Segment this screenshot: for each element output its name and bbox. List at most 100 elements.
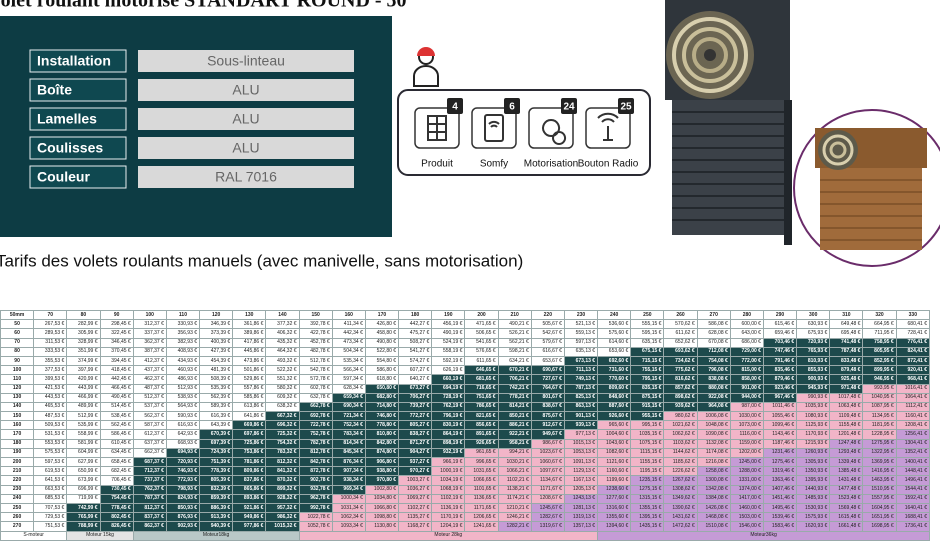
price-cell: 1210,21 €	[497, 502, 532, 514]
feature-label: Bouton Radio	[578, 159, 639, 170]
price-cell: 1451,46 €	[762, 493, 798, 504]
price-cell: 864,19 €	[431, 429, 466, 440]
price-cell: 452,78 €	[298, 337, 333, 348]
price-cell: 682,80 €	[364, 392, 400, 403]
price-cell: 1557,95 €	[862, 493, 897, 504]
price-cell: 597,34 €	[331, 374, 366, 385]
price-cell: 537,37 €	[132, 401, 167, 413]
price-cell: 783,32 €	[265, 447, 300, 459]
feature-count: 4	[452, 102, 458, 113]
price-cell: 1245,67 €	[530, 502, 565, 514]
price-cell: 902,78 €	[298, 475, 333, 486]
price-cell: 542,67 €	[530, 328, 565, 339]
row-header: 140	[0, 401, 35, 413]
price-cell: 1319,13 €	[563, 512, 599, 523]
price-cell: 727,67 €	[530, 374, 565, 385]
spec-table: Installation Sous-linteau Boîte ALU Lamelles…	[29, 49, 354, 189]
price-cell: 466,45 €	[99, 383, 134, 394]
price-cell: 812,37 €	[132, 502, 167, 514]
price-cell: 876,34 €	[331, 456, 366, 468]
price-cell: 575,53 €	[33, 447, 68, 459]
price-cell: 992,78 €	[298, 502, 333, 514]
price-cell: 703,46 €	[762, 337, 798, 348]
price-cell: 1468,08 €	[696, 512, 731, 523]
column-header: 90	[99, 309, 134, 321]
price-cell: 538,93 €	[165, 392, 201, 403]
price-cell: 427,39 €	[199, 346, 234, 357]
row-header: 260	[0, 512, 35, 523]
price-cell: 901,00 €	[729, 383, 764, 394]
price-cell: 1355,60 €	[597, 512, 632, 523]
price-cell: 282,99 €	[66, 319, 101, 330]
price-cell: 346,45 €	[99, 337, 134, 348]
price-cell: 473,34 €	[331, 337, 366, 348]
price-cell: 762,37 €	[132, 484, 167, 495]
price-cell: 1300,08 €	[696, 475, 731, 486]
price-row: 60 289,53 €305,99 €322,45 €337,37 €356,93…	[0, 328, 931, 339]
price-cell: 825,13 €	[563, 392, 599, 403]
price-cell: 460,93 €	[165, 365, 201, 376]
price-cell: 752,34 €	[331, 420, 366, 431]
price-cell: 1281,13 €	[563, 502, 599, 514]
price-cell: 426,80 €	[364, 319, 400, 330]
price-cell: 1539,46 €	[762, 512, 798, 523]
price-cell: 1171,65 €	[464, 502, 499, 514]
price-cell: 805,27 €	[398, 420, 433, 431]
price-cell: 389,86 €	[232, 328, 267, 339]
price-cell: 1523,48 €	[829, 493, 864, 504]
price-cell: 1060,67 €	[530, 456, 565, 468]
spec-label: Boîte	[37, 82, 72, 98]
price-cell: 458,80 €	[364, 328, 400, 339]
price-cell: 1243,13 €	[563, 493, 599, 504]
price-cell: 926,65 €	[464, 438, 499, 449]
price-cell: 753,86 €	[232, 447, 267, 459]
motor-legend: Moteur 15kg	[66, 530, 134, 541]
price-cell: 1160,41 €	[895, 411, 931, 422]
price-cell: 490,19 €	[431, 328, 466, 339]
price-cell: 1246,21 €	[497, 512, 532, 523]
price-cell: 635,15 €	[630, 337, 665, 348]
price-cell: 957,32 €	[265, 502, 300, 514]
price-cell: 765,99 €	[66, 512, 101, 523]
price-cell: 475,27 €	[398, 328, 433, 339]
price-cell: 747,46 €	[762, 346, 798, 357]
price-cell: 1160,60 €	[597, 466, 632, 477]
row-header: 160	[0, 420, 35, 431]
price-cell: 824,41 €	[895, 346, 931, 357]
price-cell: 422,78 €	[298, 328, 333, 339]
price-cell: 812,78 €	[298, 447, 333, 459]
price-cell: 729,00 €	[729, 346, 764, 357]
price-cell: 508,39 €	[199, 374, 234, 385]
price-cell: 529,86 €	[232, 374, 267, 385]
price-cell: 835,15 €	[630, 383, 665, 394]
price-cell: 616,39 €	[199, 411, 234, 422]
price-cell: 382,93 €	[165, 337, 201, 348]
price-cell: 1463,95 €	[862, 475, 897, 486]
row-header: 230	[0, 484, 35, 495]
price-cell: 879,46 €	[762, 374, 798, 385]
price-cell: 1275,15 €	[630, 484, 665, 495]
price-cell: 670,21 €	[497, 365, 532, 376]
price-cell: 643,00 €	[729, 328, 764, 339]
price-cell: 865,86 €	[232, 484, 267, 495]
price-cell: 682,45 €	[99, 466, 134, 477]
feature-badge	[561, 98, 577, 114]
price-cell: 370,45 €	[99, 346, 134, 357]
column-header: 330	[895, 309, 931, 321]
price-cell: 907,34 €	[331, 466, 366, 477]
row-header: 120	[0, 383, 35, 394]
spec-value: ALU	[232, 140, 259, 156]
price-cell: 874,80 €	[364, 447, 400, 459]
price-cell: 465,53 €	[33, 401, 68, 413]
price-row: 110 399,53 €420,99 €442,45 €462,37 €486,9…	[0, 374, 931, 385]
price-cell: 838,27 €	[398, 429, 433, 440]
spec-value-cell	[138, 166, 354, 188]
price-cell: 765,93 €	[796, 346, 831, 357]
price-cell: 298,45 €	[99, 319, 134, 330]
price-cell: 473,86 €	[232, 355, 267, 367]
price-cell: 557,86 €	[232, 383, 267, 394]
price-cell: 1053,13 €	[563, 447, 599, 459]
price-cell: 1352,41 €	[895, 447, 931, 459]
price-cell: 696,32 €	[265, 420, 300, 431]
